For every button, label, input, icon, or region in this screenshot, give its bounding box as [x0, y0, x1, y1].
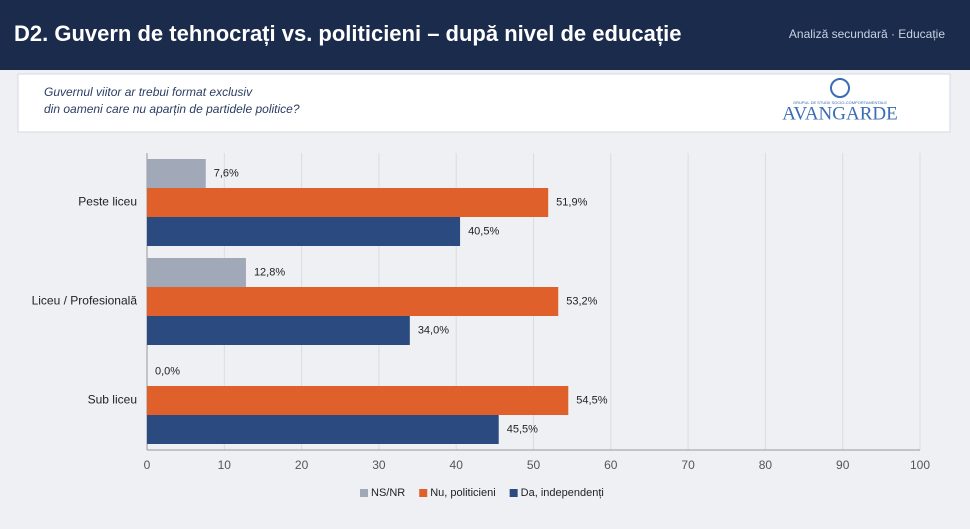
value-label: 40,5%	[468, 225, 499, 237]
value-label: 12,8%	[254, 266, 285, 278]
x-tick-label: 60	[604, 458, 618, 472]
legend-swatch	[419, 489, 428, 497]
value-label: 0,0%	[155, 365, 180, 377]
legend-label: Da, independenți	[521, 487, 604, 499]
y-tick-label: Peste liceu	[78, 195, 137, 209]
tag: Analiză secundară · Educație	[789, 27, 945, 41]
y-tick-label: Liceu / Profesională	[32, 294, 138, 308]
logo-small: GRUPUL DE STUDII SOCIO-COMPORTAMENTALE	[793, 100, 887, 105]
y-tick-label: Sub liceu	[88, 393, 137, 407]
x-tick-label: 100	[910, 458, 930, 472]
x-tick-label: 20	[295, 458, 309, 472]
value-label: 34,0%	[418, 324, 449, 336]
value-label: 54,5%	[576, 394, 607, 406]
legend-label: NS/NR	[371, 487, 405, 499]
x-tick-label: 10	[218, 458, 232, 472]
value-label: 45,5%	[507, 423, 538, 435]
x-tick-label: 0	[144, 458, 151, 472]
value-label: 7,6%	[214, 167, 239, 179]
bar	[147, 316, 410, 345]
bar	[147, 386, 569, 415]
question-box	[17, 73, 951, 133]
bar	[147, 287, 559, 316]
legend-swatch	[509, 489, 518, 497]
value-label: 53,2%	[566, 295, 597, 307]
value-label: 51,9%	[556, 196, 587, 208]
x-tick-label: 50	[527, 458, 541, 472]
x-tick-label: 90	[836, 458, 850, 472]
bar	[147, 217, 461, 246]
bar	[147, 188, 549, 217]
x-tick-label: 70	[681, 458, 695, 472]
x-tick-label: 80	[759, 458, 773, 472]
x-tick-label: 40	[450, 458, 464, 472]
question-line: Guvernul viitor ar trebui format exclusi…	[44, 85, 253, 99]
legend-swatch	[360, 489, 368, 497]
bar	[147, 159, 206, 188]
logo-icon	[830, 78, 850, 98]
legend-label: Nu, politicieni	[430, 487, 495, 499]
x-tick-label: 30	[372, 458, 386, 472]
title: D2. Guvern de tehnocrați vs. politicieni…	[14, 21, 682, 46]
question-line: din oameni care nu aparțin de partidele …	[44, 102, 300, 116]
logo-name: AVANGARDE	[782, 103, 897, 124]
bar	[147, 415, 499, 444]
header-bar	[0, 0, 970, 70]
bar	[147, 258, 246, 287]
